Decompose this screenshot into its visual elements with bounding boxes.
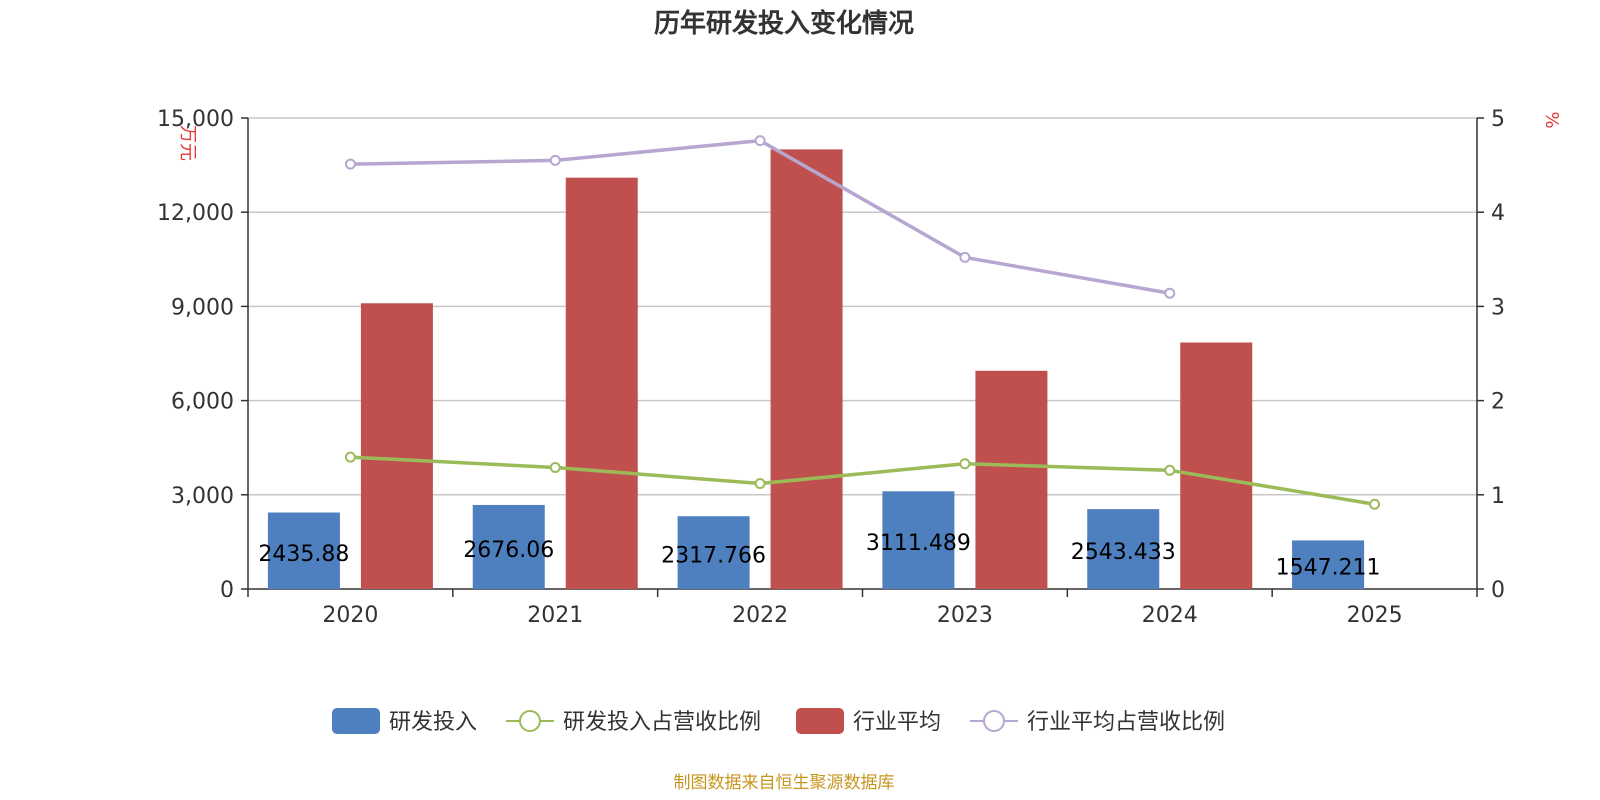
axes: 0 3,000 6,000 9,000 12,000 15,000 0 1 2 3 4 5 2020 20… xyxy=(157,107,1505,628)
legend-swatch xyxy=(332,708,380,734)
x-axis-tick-label: 2025 xyxy=(1347,603,1403,628)
line-point xyxy=(1164,287,1176,299)
left-axis-tick-label: 9,000 xyxy=(171,295,234,320)
legend-label: 行业平均 xyxy=(853,710,941,735)
bar xyxy=(770,149,843,589)
left-axis-unit: 万元 xyxy=(177,125,198,161)
line-point xyxy=(549,461,561,473)
left-axis-tick-label: 3,000 xyxy=(171,484,234,509)
bar xyxy=(1180,342,1253,589)
legend-swatch xyxy=(796,708,844,734)
line-point xyxy=(344,158,356,170)
line-point xyxy=(1369,498,1381,510)
series-line xyxy=(350,138,1171,295)
legend-swatch-marker xyxy=(983,710,1005,732)
bar xyxy=(1087,509,1160,589)
line-point xyxy=(344,451,356,463)
line-point xyxy=(754,135,766,147)
bar-data-label: 2676.06 xyxy=(463,538,554,563)
left-axis-tick-label: 15,000 xyxy=(157,107,234,132)
bar-data-label: 3111.489 xyxy=(866,531,971,556)
line-point xyxy=(959,251,971,263)
bar xyxy=(1292,540,1365,589)
chart-title: 历年研发投入变化情况 xyxy=(654,8,914,39)
right-axis-tick-label: 0 xyxy=(1491,578,1505,603)
right-axis-tick-label: 1 xyxy=(1491,484,1505,509)
line-point xyxy=(549,154,561,166)
legend-label: 研发投入 xyxy=(389,710,477,735)
x-axis-tick-label: 2024 xyxy=(1142,603,1198,628)
x-axis-tick-label: 2021 xyxy=(527,603,583,628)
grid xyxy=(248,117,1477,496)
data-labels: 2435.88 2676.06 2317.766 3111.489 2543.433 15… xyxy=(258,531,1380,581)
left-axis-tick-label: 6,000 xyxy=(171,390,234,415)
line-point xyxy=(1164,464,1176,476)
right-axis-unit: % xyxy=(1541,111,1562,128)
bar xyxy=(882,491,955,589)
right-axis-tick-label: 3 xyxy=(1491,295,1505,320)
x-axis-tick-label: 2022 xyxy=(732,603,788,628)
line-point xyxy=(959,458,971,470)
right-axis-tick-label: 2 xyxy=(1491,390,1505,415)
bar xyxy=(565,177,638,589)
bar-data-label: 1547.211 xyxy=(1276,556,1381,581)
bar-data-label: 2543.433 xyxy=(1071,540,1176,565)
bar xyxy=(360,303,433,589)
bar xyxy=(472,504,545,589)
legend-label: 研发投入占营收比例 xyxy=(563,710,761,735)
legend: 研发投入 研发投入占营收比例 行业平均 行业平均占营收比例 xyxy=(332,708,1225,735)
x-axis-tick-label: 2020 xyxy=(322,603,378,628)
right-axis-tick-label: 5 xyxy=(1491,107,1505,132)
source-note: 制图数据来自恒生聚源数据库 xyxy=(674,773,895,793)
left-axis-tick-label: 12,000 xyxy=(157,201,234,226)
lines xyxy=(344,135,1381,510)
bar-data-label: 2435.88 xyxy=(258,542,349,567)
series-line xyxy=(350,455,1375,506)
line-point xyxy=(754,477,766,489)
bar xyxy=(267,512,340,589)
bar xyxy=(975,370,1048,589)
legend-swatch-marker xyxy=(519,710,541,732)
bar xyxy=(677,516,750,589)
bars xyxy=(267,149,1365,589)
left-axis-tick-label: 0 xyxy=(220,578,234,603)
x-axis-tick-label: 2023 xyxy=(937,603,993,628)
bar-data-label: 2317.766 xyxy=(661,544,766,569)
legend-label: 行业平均占营收比例 xyxy=(1027,710,1225,735)
right-axis-tick-label: 4 xyxy=(1491,201,1505,226)
